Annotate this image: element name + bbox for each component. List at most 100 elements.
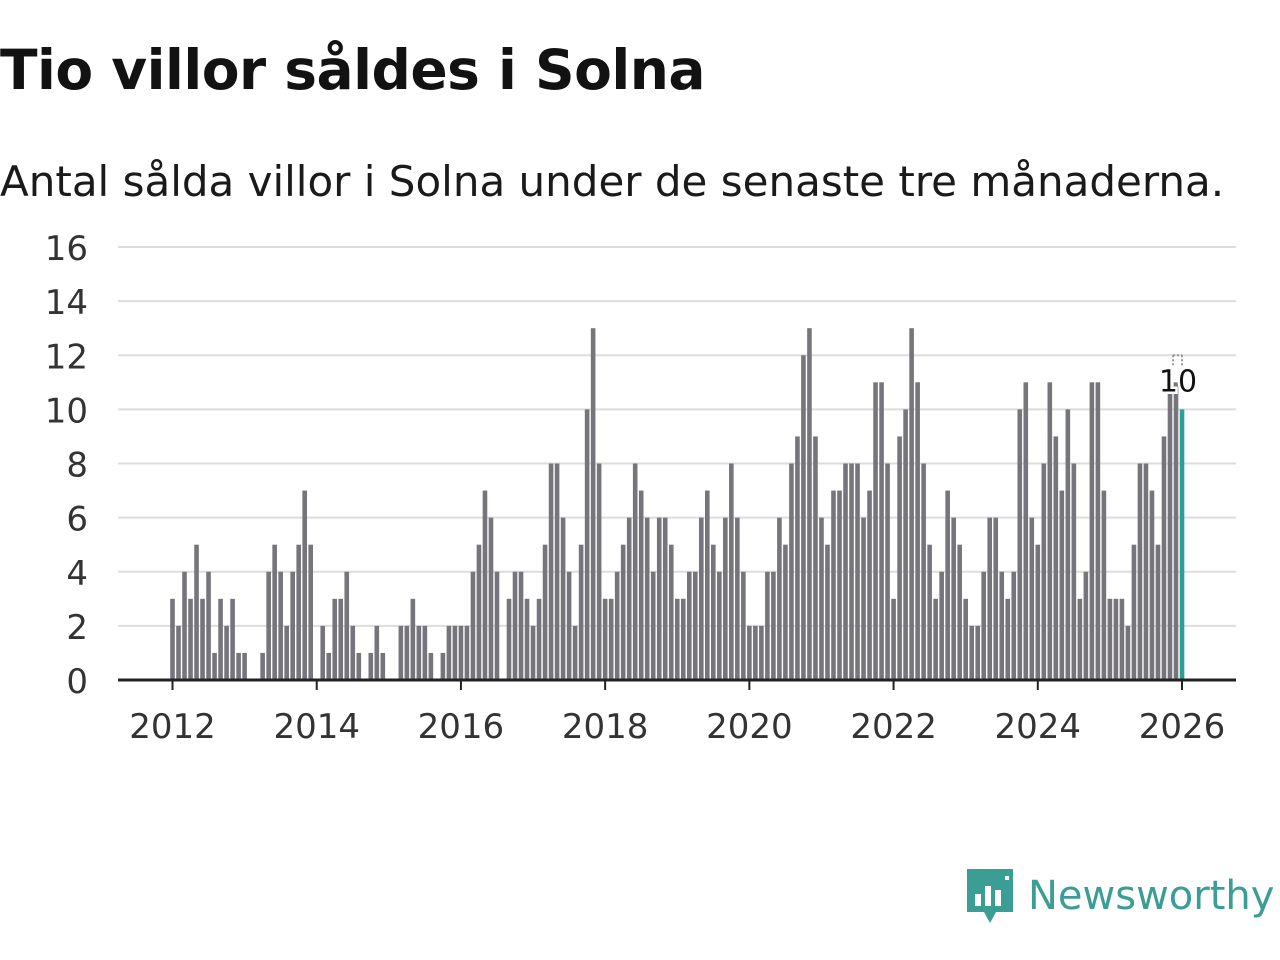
- bar: [723, 517, 728, 680]
- bar: [476, 544, 482, 680]
- x-tick-label: 2020: [706, 707, 793, 747]
- bar: [308, 544, 314, 680]
- bar: [1095, 382, 1101, 680]
- bar: [230, 598, 235, 680]
- bar: [831, 490, 836, 680]
- bar: [867, 490, 872, 680]
- bar: [662, 517, 668, 680]
- bar: [338, 598, 344, 680]
- bar: [1155, 544, 1161, 680]
- bar: [566, 571, 572, 680]
- bar: [1101, 490, 1107, 680]
- bar: [194, 544, 199, 680]
- bar: [422, 625, 428, 680]
- bar: [524, 598, 530, 680]
- bar: [692, 571, 698, 680]
- bar: [975, 625, 981, 680]
- bar: [837, 490, 842, 680]
- bar: [236, 652, 241, 680]
- x-tick-label: 2024: [995, 707, 1082, 747]
- bar: [1005, 598, 1011, 680]
- bar: [1041, 463, 1047, 680]
- bar: [284, 625, 289, 680]
- bar: [1071, 463, 1077, 680]
- bar: [380, 652, 386, 680]
- x-axis: 2012 2014 2016 2018 2020 2022 2024 2026: [118, 678, 1236, 747]
- newsworthy-logo-icon: [967, 869, 1013, 923]
- bar: [825, 544, 830, 680]
- bar: [176, 625, 181, 680]
- bar: [452, 625, 458, 680]
- highlight-bar: [1179, 409, 1185, 680]
- bar: [674, 598, 680, 680]
- bar: [1125, 625, 1131, 680]
- bar: [945, 490, 950, 680]
- chart-subtitle: Antal sålda villor i Solna under de sena…: [0, 157, 1225, 206]
- bar: [224, 625, 229, 680]
- bar: [1059, 490, 1065, 680]
- annotation-label: 10: [1159, 364, 1197, 399]
- bar: [410, 598, 416, 680]
- bar: [795, 436, 800, 680]
- bar: [656, 517, 662, 680]
- bar: [506, 598, 512, 680]
- bar: [1167, 382, 1173, 680]
- bar: [939, 571, 944, 680]
- bar: [1137, 463, 1143, 680]
- bar: [891, 598, 896, 680]
- y-tick-label: 8: [66, 446, 88, 486]
- bar: [897, 436, 902, 680]
- x-tick-label: 2026: [1139, 707, 1226, 747]
- bar: [1047, 382, 1053, 680]
- x-tick-label: 2014: [273, 707, 360, 747]
- bar: [1089, 382, 1095, 680]
- bar: [873, 382, 878, 680]
- y-tick-label: 2: [66, 608, 88, 648]
- bar: [969, 625, 974, 680]
- bar: [705, 490, 710, 680]
- bar: [620, 544, 626, 680]
- bar: [1119, 598, 1125, 680]
- bar: [560, 517, 566, 680]
- bar: [1113, 598, 1119, 680]
- bar: [1107, 598, 1113, 680]
- bar: [182, 571, 187, 680]
- newsworthy-logo: Newsworthy: [964, 866, 1274, 926]
- bar: [1029, 517, 1035, 680]
- bar: [242, 652, 247, 680]
- bar: [518, 571, 524, 680]
- y-tick-label: 10: [45, 391, 88, 431]
- bar: [981, 571, 987, 680]
- bar: [1143, 463, 1149, 680]
- bar: [458, 625, 464, 680]
- bar: [993, 517, 999, 680]
- bar: [326, 652, 332, 680]
- bar: [530, 625, 536, 680]
- x-tick-label: 2022: [850, 707, 937, 747]
- bar: [170, 598, 175, 680]
- y-tick-label: 12: [45, 337, 88, 377]
- bar: [1173, 382, 1179, 680]
- bar: [765, 571, 770, 680]
- bar: [1035, 544, 1041, 680]
- bar: [680, 598, 686, 680]
- bar: [596, 463, 602, 680]
- bar: [686, 571, 692, 680]
- bar: [302, 490, 307, 680]
- bar: [428, 652, 434, 680]
- y-tick-label: 16: [45, 229, 88, 269]
- bar: [290, 571, 295, 680]
- bar: [843, 463, 848, 680]
- bar: [819, 517, 824, 680]
- bar: [999, 571, 1005, 680]
- bar: [608, 598, 614, 680]
- bar: [777, 517, 782, 680]
- bar: [789, 463, 794, 680]
- bar: [855, 463, 860, 680]
- bar: [278, 571, 283, 680]
- bar: [650, 571, 656, 680]
- bars: [170, 328, 1185, 680]
- bar: [783, 544, 788, 680]
- bar: [602, 598, 608, 680]
- bar: [741, 571, 746, 680]
